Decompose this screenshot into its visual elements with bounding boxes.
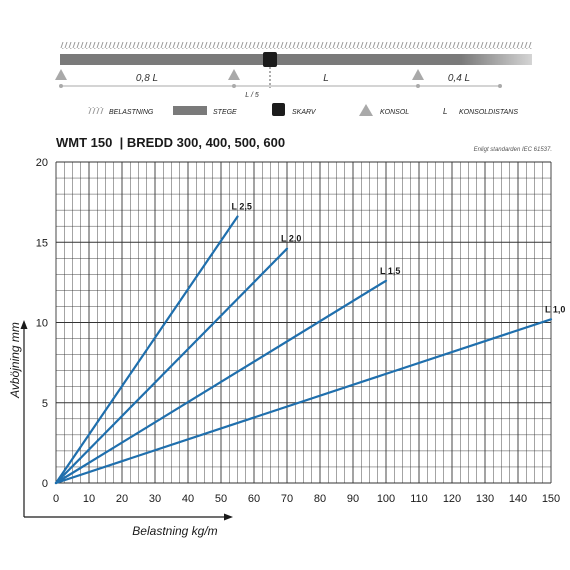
- splice-legend-icon: [272, 103, 285, 116]
- support-icon: [55, 69, 67, 80]
- span-label: L: [323, 73, 329, 84]
- x-tick-label: 100: [377, 493, 395, 505]
- axis-arrows: [20, 320, 233, 521]
- load-legend-icon: [88, 107, 104, 114]
- series-line: [54, 279, 388, 485]
- support-legend-icon: [359, 104, 373, 116]
- x-tick-label: 130: [476, 493, 494, 505]
- tick-labels: 0 10 20 30 40 50 60 70 80 90 100 110 120 130 140 150 0 5 1…: [36, 157, 560, 505]
- dimension-dot: [232, 84, 236, 88]
- series-label: L 1,0: [545, 304, 565, 314]
- x-tick-label: 70: [281, 493, 293, 505]
- x-tick-label: 30: [149, 493, 161, 505]
- series-label: L 2,5: [232, 202, 252, 212]
- x-tick-label: 140: [509, 493, 527, 505]
- x-axis-arrowhead: [224, 513, 233, 521]
- splice-icon: [263, 52, 277, 67]
- series-labels: L 2,5 L 2,0 L 1,5 L 1,0: [232, 202, 566, 315]
- legend-label: BELASTNING: [109, 109, 154, 116]
- distance-legend-symbol: L: [443, 107, 447, 116]
- x-tick-label: 110: [410, 493, 428, 505]
- x-tick-label: 120: [443, 493, 461, 505]
- series-line: [54, 247, 289, 485]
- chart-title: WMT 150 | BREDD 300, 400, 500, 600: [56, 135, 285, 150]
- series-label: L 2,0: [281, 234, 301, 244]
- legend: BELASTNING STEGE SKARV KONSOL L KONSOLDI…: [88, 103, 518, 116]
- standard-note: Enligt standarden IEC 61537.: [474, 147, 552, 153]
- support-icon: [412, 69, 424, 80]
- x-axis-label: Belastning kg/m: [132, 524, 217, 538]
- y-tick-label: 10: [36, 318, 48, 330]
- legend-label: KONSOLDISTANS: [459, 109, 518, 116]
- x-tick-label: 10: [83, 493, 95, 505]
- legend-label: SKARV: [292, 109, 317, 116]
- support-icon: [228, 69, 240, 80]
- series-line: [54, 215, 239, 485]
- series-label: L 1,5: [380, 266, 400, 276]
- deflection-chart: 0 10 20 30 40 50 60 70 80 90 100 110 120 130 140 150 0 5 1…: [36, 157, 566, 505]
- span-label: 0,8 L: [136, 73, 158, 84]
- y-tick-label: 5: [42, 398, 48, 410]
- tray-legend-icon: [173, 106, 207, 115]
- x-tick-label: 40: [182, 493, 194, 505]
- tray-bar: [60, 54, 532, 65]
- span-label: 0,4 L: [448, 73, 470, 84]
- load-hatch: [60, 42, 532, 49]
- span-diagram: 0,8 L L 0,4 L L / 5: [55, 42, 532, 99]
- dimension-dot: [416, 84, 420, 88]
- y-axis-label: Avböjning mm: [8, 322, 22, 399]
- series-lines: [54, 215, 553, 485]
- legend-label: STEGE: [213, 109, 237, 116]
- x-tick-label: 60: [248, 493, 260, 505]
- y-tick-label: 20: [36, 157, 48, 169]
- x-tick-label: 20: [116, 493, 128, 505]
- dimension-dot: [498, 84, 502, 88]
- y-tick-label: 15: [36, 237, 48, 249]
- splice-offset-label: L / 5: [245, 92, 259, 99]
- y-axis-arrowhead: [20, 320, 28, 329]
- legend-label: KONSOL: [380, 109, 409, 116]
- x-tick-label: 150: [542, 493, 560, 505]
- x-tick-label: 50: [215, 493, 227, 505]
- series-line: [54, 318, 553, 485]
- x-tick-label: 90: [347, 493, 359, 505]
- x-tick-label: 80: [314, 493, 326, 505]
- x-tick-label: 0: [53, 493, 59, 505]
- dimension-dot: [59, 84, 63, 88]
- grid: [55, 161, 552, 484]
- y-tick-label: 0: [42, 478, 48, 490]
